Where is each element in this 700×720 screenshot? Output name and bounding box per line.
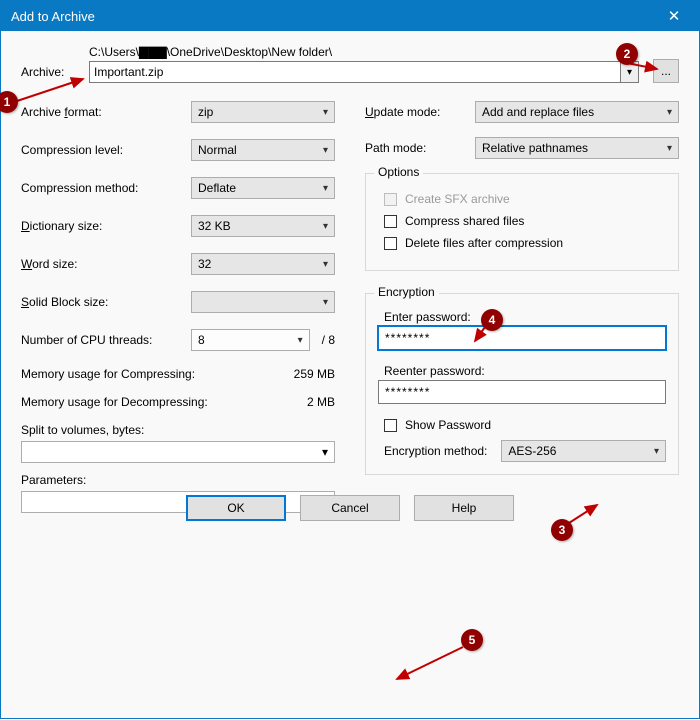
chevron-down-icon: ▾ <box>323 297 328 308</box>
solid-label: Solid Block size: <box>21 295 191 309</box>
split-combo[interactable]: ▾ <box>21 441 335 463</box>
split-label: Split to volumes, bytes: <box>21 423 335 437</box>
dict-label: Dictionary size: <box>21 219 191 233</box>
chevron-down-icon: ▾ <box>322 445 328 459</box>
show-password-checkbox[interactable]: Show Password <box>384 418 666 432</box>
cancel-button[interactable]: Cancel <box>300 495 400 521</box>
archive-row: Archive: C:\Users\▇▇▇\OneDrive\Desktop\N… <box>21 45 679 83</box>
delete-checkbox[interactable]: Delete files after compression <box>384 236 666 250</box>
titlebar: Add to Archive ✕ <box>1 1 699 31</box>
chevron-down-icon: ▾ <box>667 143 672 154</box>
archive-filename-combo[interactable]: ▾ <box>89 61 639 83</box>
shared-checkbox[interactable]: Compress shared files <box>384 214 666 228</box>
enc-method-label: Encryption method: <box>384 444 487 458</box>
close-icon[interactable]: ✕ <box>659 7 689 25</box>
window-title: Add to Archive <box>11 9 659 24</box>
archive-col: C:\Users\▇▇▇\OneDrive\Desktop\New folder… <box>89 45 639 83</box>
format-label: Archive format: <box>21 105 191 119</box>
pathmode-label: Path mode: <box>365 141 475 155</box>
browse-button[interactable]: ... <box>653 59 679 83</box>
annotation-badge-4: 4 <box>481 309 503 331</box>
options-title: Options <box>374 165 423 179</box>
enter-password-label: Enter password: <box>384 310 666 324</box>
word-select[interactable]: 32▾ <box>191 253 335 275</box>
mem-comp-label: Memory usage for Compressing: <box>21 367 195 381</box>
chevron-down-icon: ▾ <box>323 259 328 270</box>
annotation-badge-3: 3 <box>551 519 573 541</box>
level-label: Compression level: <box>21 143 191 157</box>
left-column: Archive format: zip▾ Compression level: … <box>21 101 335 523</box>
params-label: Parameters: <box>21 473 335 487</box>
update-select[interactable]: Add and replace files▾ <box>475 101 679 123</box>
cpu-select[interactable]: 8▾ <box>191 329 310 351</box>
method-label: Compression method: <box>21 181 191 195</box>
word-label: Word size: <box>21 257 191 271</box>
mem-comp-val: 259 MB <box>294 367 335 381</box>
encryption-group: Encryption Enter password: Reenter passw… <box>365 293 679 475</box>
mem-decomp-val: 2 MB <box>307 395 335 409</box>
dict-select[interactable]: 32 KB▾ <box>191 215 335 237</box>
chevron-down-icon: ▾ <box>323 183 328 194</box>
chevron-down-icon: ▾ <box>323 145 328 156</box>
right-column: Update mode: Add and replace files▾ Path… <box>365 101 679 523</box>
method-select[interactable]: Deflate▾ <box>191 177 335 199</box>
solid-select[interactable]: ▾ <box>191 291 335 313</box>
dialog-content: Archive: C:\Users\▇▇▇\OneDrive\Desktop\N… <box>1 31 699 539</box>
cpu-total: / 8 <box>322 333 335 347</box>
button-bar: OK Cancel Help <box>1 495 699 521</box>
reenter-password-label: Reenter password: <box>384 364 666 378</box>
archive-label: Archive: <box>21 65 81 83</box>
options-group: Options Create SFX archive Compress shar… <box>365 173 679 271</box>
chevron-down-icon: ▾ <box>654 446 659 457</box>
chevron-down-icon: ▾ <box>667 107 672 118</box>
chevron-down-icon: ▾ <box>323 107 328 118</box>
format-select[interactable]: zip▾ <box>191 101 335 123</box>
password-input[interactable] <box>378 326 666 350</box>
pathmode-select[interactable]: Relative pathnames▾ <box>475 137 679 159</box>
archive-filename-input[interactable] <box>89 61 621 83</box>
chevron-down-icon: ▾ <box>298 335 303 346</box>
enc-method-select[interactable]: AES-256▾ <box>501 440 666 462</box>
encryption-title: Encryption <box>374 285 439 299</box>
update-label: Update mode: <box>365 105 475 119</box>
archive-path: C:\Users\▇▇▇\OneDrive\Desktop\New folder… <box>89 45 639 59</box>
chevron-down-icon: ▾ <box>323 221 328 232</box>
dialog-window: Add to Archive ✕ Archive: C:\Users\▇▇▇\O… <box>0 0 700 719</box>
reenter-password-input[interactable] <box>378 380 666 404</box>
level-select[interactable]: Normal▾ <box>191 139 335 161</box>
annotation-badge-5: 5 <box>461 629 483 651</box>
ok-button[interactable]: OK <box>186 495 286 521</box>
cpu-label: Number of CPU threads: <box>21 333 191 347</box>
sfx-checkbox: Create SFX archive <box>384 192 666 206</box>
help-button[interactable]: Help <box>414 495 514 521</box>
annotation-badge-2: 2 <box>616 43 638 65</box>
mem-decomp-label: Memory usage for Decompressing: <box>21 395 208 409</box>
